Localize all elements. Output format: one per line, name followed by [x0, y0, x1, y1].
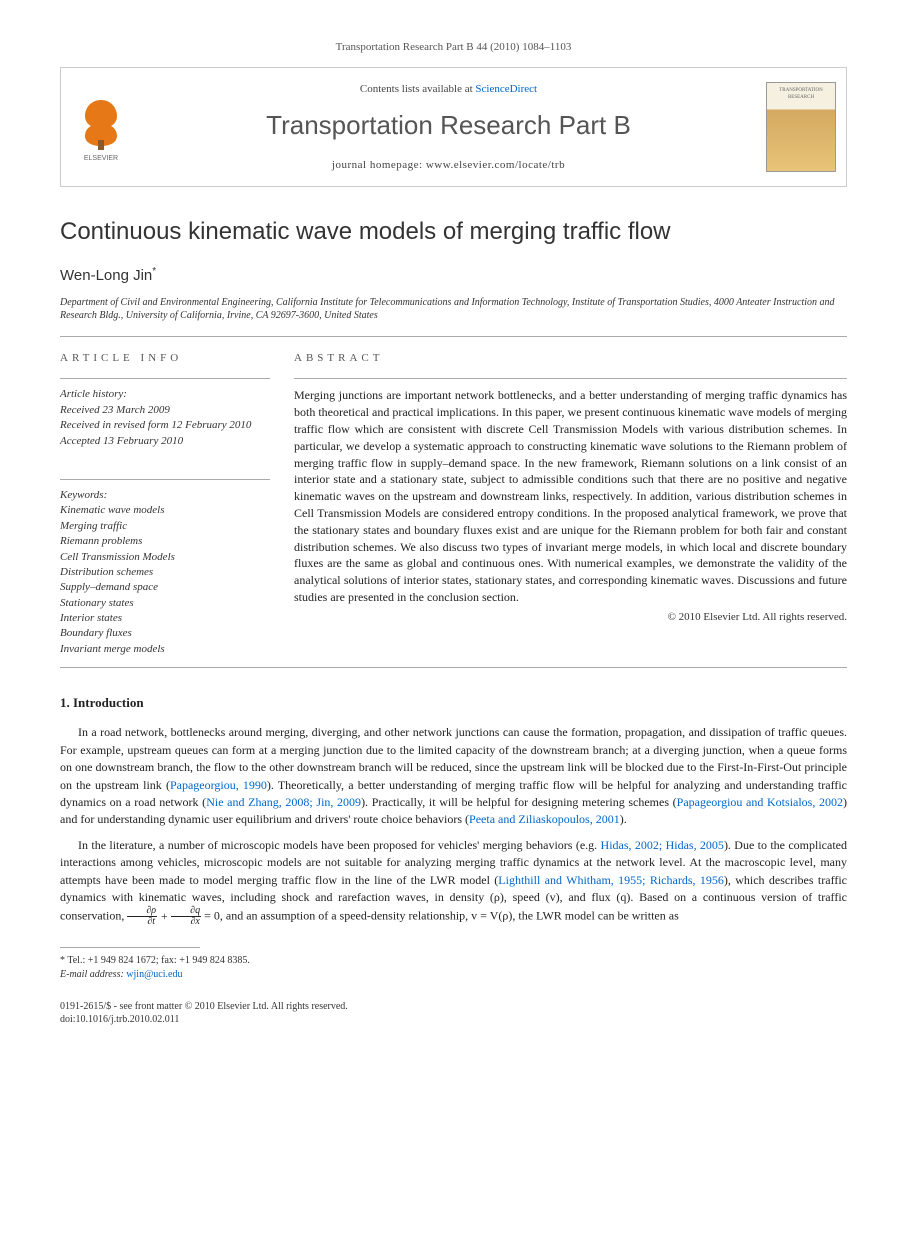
elsevier-logo-slot: ELSEVIER [61, 84, 141, 170]
section-heading-intro: 1. Introduction [60, 694, 847, 712]
contents-prefix: Contents lists available at [360, 83, 475, 95]
journal-title: Transportation Research Part B [149, 107, 748, 143]
info-abstract-row: ARTICLE INFO Article history: Received 2… [60, 351, 847, 657]
journal-homepage-line: journal homepage: www.elsevier.com/locat… [149, 158, 748, 173]
history-heading: Article history: [60, 387, 270, 402]
keyword-item: Boundary fluxes [60, 626, 270, 641]
divider-body [60, 667, 847, 668]
sciencedirect-link[interactable]: ScienceDirect [475, 83, 537, 95]
keyword-item: Interior states [60, 611, 270, 626]
inline-equation: ∂ρ∂t + ∂q∂x [127, 909, 201, 923]
affiliation: Department of Civil and Environmental En… [60, 296, 847, 322]
journal-banner: ELSEVIER Contents lists available at Sci… [60, 67, 847, 187]
history-received: Received 23 March 2009 [60, 403, 270, 418]
abstract-subdivider [294, 378, 847, 379]
keyword-item: Riemann problems [60, 534, 270, 549]
keywords-block: Keywords: Kinematic wave models Merging … [60, 488, 270, 657]
footer-meta: 0191-2615/$ - see front matter © 2010 El… [60, 1000, 847, 1026]
svg-text:ELSEVIER: ELSEVIER [84, 155, 118, 162]
cover-caption: TRANSPORTATION RESEARCH [771, 87, 831, 101]
ref-link[interactable]: Papageorgiou and Kotsialos, 2002 [677, 795, 843, 809]
footnote-tel: * Tel.: +1 949 824 1672; fax: +1 949 824… [60, 954, 847, 968]
keywords-heading: Keywords: [60, 488, 270, 503]
front-matter-line: 0191-2615/$ - see front matter © 2010 El… [60, 1000, 847, 1013]
history-accepted: Accepted 13 February 2010 [60, 434, 270, 449]
keyword-item: Invariant merge models [60, 642, 270, 657]
ref-link[interactable]: Lighthill and Whitham, 1955; Richards, 1… [498, 873, 724, 887]
contents-available-line: Contents lists available at ScienceDirec… [149, 82, 748, 97]
keyword-item: Distribution schemes [60, 565, 270, 580]
journal-cover-slot: TRANSPORTATION RESEARCH [756, 74, 846, 180]
elsevier-tree-icon: ELSEVIER [71, 92, 131, 162]
keywords-subdivider [60, 479, 270, 480]
p2-text-a: In the literature, a number of microscop… [78, 838, 601, 852]
article-info-column: ARTICLE INFO Article history: Received 2… [60, 351, 270, 657]
author-name: Wen-Long Jin [60, 267, 152, 284]
article-title: Continuous kinematic wave models of merg… [60, 215, 847, 249]
banner-center: Contents lists available at ScienceDirec… [141, 74, 756, 181]
p1-text-e: ). [620, 812, 627, 826]
keyword-item: Stationary states [60, 596, 270, 611]
corresponding-marker: * [152, 266, 156, 277]
article-history: Article history: Received 23 March 2009 … [60, 387, 270, 449]
abstract-text: Merging junctions are important network … [294, 387, 847, 605]
footnote-separator [60, 947, 200, 948]
email-link[interactable]: wjin@uci.edu [126, 969, 182, 980]
abstract-label: ABSTRACT [294, 351, 847, 366]
journal-cover-thumbnail: TRANSPORTATION RESEARCH [766, 82, 836, 172]
p2-eq-tail: = 0, and an assumption of a speed-densit… [201, 909, 679, 923]
abstract-copyright: © 2010 Elsevier Ltd. All rights reserved… [294, 610, 847, 625]
keyword-item: Supply–demand space [60, 580, 270, 595]
ref-link[interactable]: Hidas, 2002; Hidas, 2005 [601, 838, 724, 852]
history-revised: Received in revised form 12 February 201… [60, 418, 270, 433]
info-subdivider [60, 378, 270, 379]
abstract-column: ABSTRACT Merging junctions are important… [294, 351, 847, 657]
intro-paragraph-1: In a road network, bottlenecks around me… [60, 724, 847, 828]
p1-text-c: ). Practically, it will be helpful for d… [361, 795, 677, 809]
corresponding-footnote: * Tel.: +1 949 824 1672; fax: +1 949 824… [60, 954, 847, 982]
email-label: E-mail address: [60, 969, 126, 980]
keyword-item: Kinematic wave models [60, 503, 270, 518]
ref-link[interactable]: Papageorgiou, 1990 [170, 778, 267, 792]
running-header: Transportation Research Part B 44 (2010)… [60, 40, 847, 55]
ref-link[interactable]: Peeta and Ziliaskopoulos, 2001 [469, 812, 620, 826]
doi-line: doi:10.1016/j.trb.2010.02.011 [60, 1013, 847, 1026]
divider-top [60, 336, 847, 337]
keyword-item: Merging traffic [60, 519, 270, 534]
author-line: Wen-Long Jin* [60, 265, 847, 286]
article-info-label: ARTICLE INFO [60, 351, 270, 366]
ref-link[interactable]: Nie and Zhang, 2008; Jin, 2009 [206, 795, 361, 809]
keyword-item: Cell Transmission Models [60, 550, 270, 565]
intro-paragraph-2: In the literature, a number of microscop… [60, 837, 847, 928]
